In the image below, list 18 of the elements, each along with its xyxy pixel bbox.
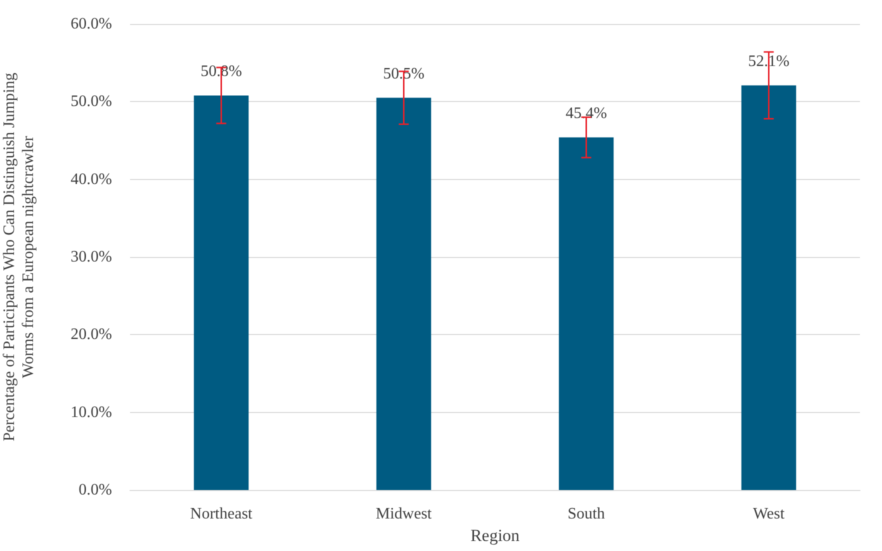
x-tick-label: South <box>568 506 605 522</box>
x-tick-label: Northeast <box>190 506 253 522</box>
y-tick-label: 50.0% <box>70 93 112 110</box>
bar <box>558 137 614 490</box>
bar <box>376 98 432 490</box>
bar <box>194 95 249 490</box>
y-axis-title: Percentage of Participants Who Can Distinguish Jumping Worms from a European nightcrawler <box>1 72 37 442</box>
y-tick-label: 40.0% <box>70 170 112 188</box>
data-label: 45.4% <box>566 104 607 122</box>
x-tick-label: Midwest <box>376 506 432 522</box>
y-tick-label: 10.0% <box>70 404 112 421</box>
bar <box>741 85 796 490</box>
y-tick-label: 60.0% <box>70 16 112 32</box>
y-tick-label: 20.0% <box>70 326 112 344</box>
y-tick-label: 0.0% <box>78 482 112 498</box>
x-tick-label: West <box>752 506 786 522</box>
x-axis-title: Region <box>470 526 520 545</box>
y-tick-label: 30.0% <box>70 248 112 266</box>
